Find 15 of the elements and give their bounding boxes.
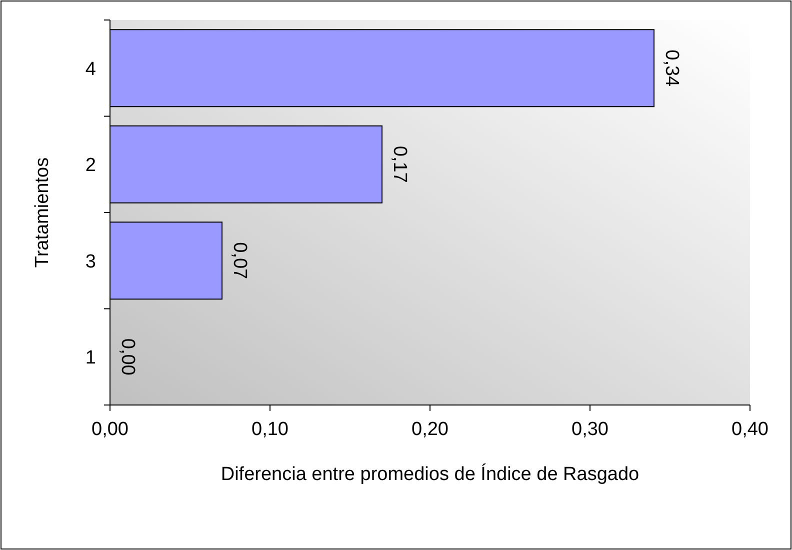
data-label: 0,34 — [661, 50, 682, 88]
x-tick-label: 0,10 — [252, 419, 288, 440]
data-label: 0,07 — [229, 242, 250, 280]
y-tick-label: 1 — [85, 348, 96, 369]
x-tick-label: 0,20 — [412, 419, 448, 440]
y-tick-label: 2 — [85, 155, 96, 176]
y-axis-title: Tratamientos — [32, 157, 53, 268]
data-label: 0,00 — [117, 338, 138, 376]
x-tick-label: 0,40 — [732, 419, 768, 440]
x-tick-label: 0,30 — [572, 419, 608, 440]
y-tick-label: 3 — [85, 251, 96, 272]
x-tick-label: 0,00 — [92, 419, 128, 440]
y-tick-label: 4 — [85, 58, 96, 80]
x-axis-title: Diferencia entre promedios de Índice de Rasgado — [220, 463, 640, 485]
data-label: 0,17 — [389, 146, 410, 183]
